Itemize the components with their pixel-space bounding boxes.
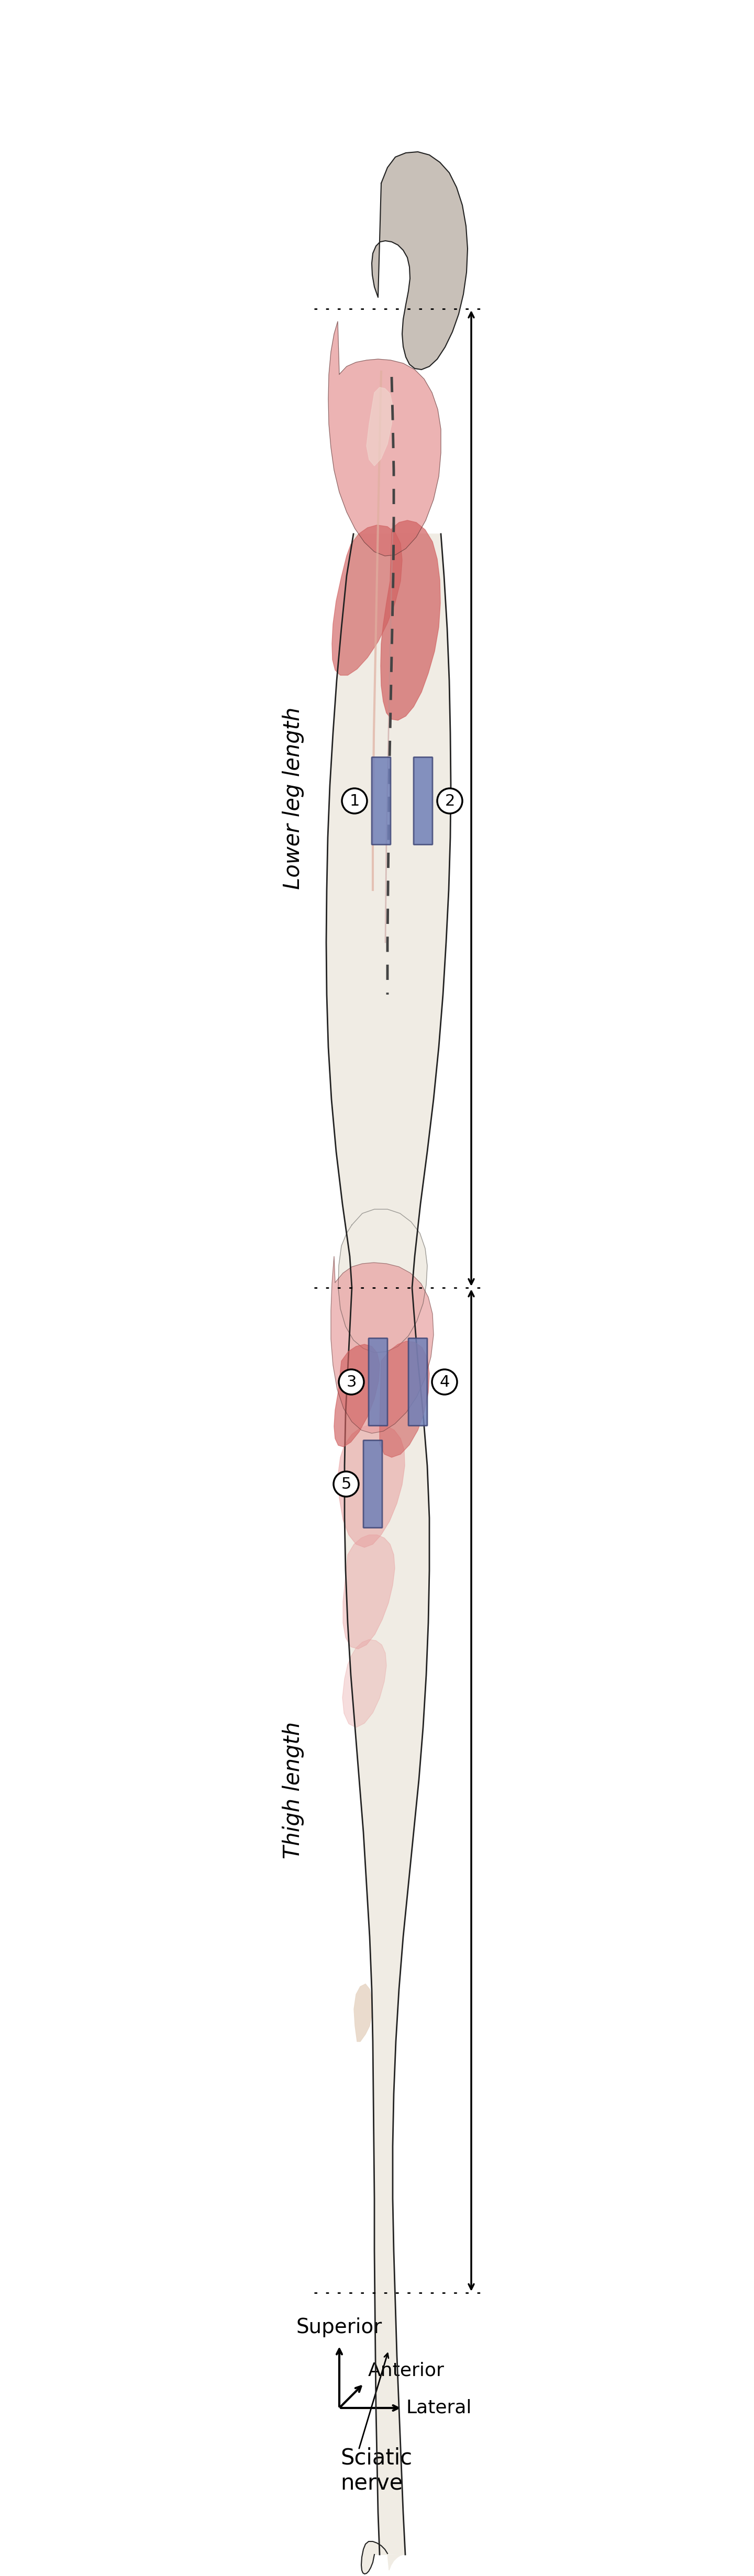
- Circle shape: [333, 1471, 359, 1497]
- Text: Thigh length: Thigh length: [282, 1721, 304, 1860]
- Text: Lateral: Lateral: [406, 2398, 472, 2416]
- Text: 3: 3: [346, 1376, 357, 1388]
- Text: Anterior: Anterior: [368, 2362, 444, 2380]
- Polygon shape: [332, 526, 402, 675]
- Circle shape: [437, 788, 462, 814]
- Polygon shape: [342, 1638, 386, 1728]
- Polygon shape: [339, 1208, 428, 1352]
- Polygon shape: [354, 1984, 372, 2043]
- FancyBboxPatch shape: [372, 757, 391, 845]
- Polygon shape: [366, 386, 393, 466]
- Polygon shape: [339, 1425, 405, 1548]
- Text: Lower leg length: Lower leg length: [282, 706, 304, 889]
- Text: 5: 5: [341, 1476, 351, 1492]
- Polygon shape: [326, 533, 451, 2573]
- Circle shape: [339, 1370, 364, 1394]
- Polygon shape: [328, 322, 441, 556]
- Polygon shape: [381, 520, 440, 721]
- Circle shape: [432, 1370, 457, 1394]
- FancyBboxPatch shape: [363, 1440, 382, 1528]
- Text: Superior: Superior: [296, 2318, 382, 2336]
- Text: 4: 4: [440, 1376, 449, 1388]
- Polygon shape: [331, 1257, 434, 1432]
- FancyBboxPatch shape: [369, 1340, 388, 1425]
- Text: Sciatic
nerve: Sciatic nerve: [340, 2447, 412, 2494]
- Polygon shape: [343, 1535, 395, 1649]
- Polygon shape: [334, 1345, 379, 1448]
- Circle shape: [342, 788, 367, 814]
- FancyBboxPatch shape: [409, 1340, 428, 1425]
- Text: 2: 2: [445, 793, 455, 809]
- Polygon shape: [372, 152, 467, 368]
- FancyBboxPatch shape: [414, 757, 433, 845]
- Polygon shape: [379, 1342, 429, 1458]
- Text: 1: 1: [349, 793, 360, 809]
- Polygon shape: [361, 2543, 406, 2573]
